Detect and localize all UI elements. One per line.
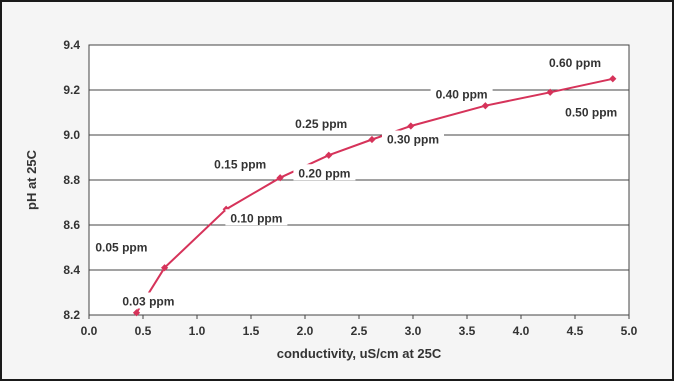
x-tick-label: 2.0 xyxy=(297,324,314,338)
x-tick-label: 3.0 xyxy=(405,324,422,338)
annotation-box xyxy=(290,114,353,131)
data-point xyxy=(325,151,333,159)
data-point xyxy=(546,88,554,96)
annotation-label: 0.15 ppm xyxy=(214,157,266,171)
y-axis-ticks: 8.2 8.4 8.6 8.8 9.0 9.2 9.4 xyxy=(63,38,80,322)
annotation-box xyxy=(209,155,272,172)
y-tick-label: 8.2 xyxy=(63,308,80,322)
y-tick-label: 8.8 xyxy=(63,173,80,187)
x-tick-label: 0.5 xyxy=(135,324,152,338)
annotations: 0.03 ppm 0.05 ppm 0.10 ppm 0.15 ppm 0.20 ppm… xyxy=(90,54,623,309)
y-tick-label: 9.4 xyxy=(63,38,80,52)
annotation-label: 0.60 ppm xyxy=(549,56,601,70)
y-tick-label: 8.4 xyxy=(63,263,80,277)
annotation-label: 0.03 ppm xyxy=(122,295,174,309)
y-axis-title: pH at 25C xyxy=(24,149,39,210)
annotation-label: 0.10 ppm xyxy=(230,211,282,225)
annotation-box xyxy=(117,292,180,309)
series-group xyxy=(132,75,617,317)
data-point xyxy=(132,309,141,317)
data-point xyxy=(481,102,489,110)
x-tick-label: 3.5 xyxy=(459,324,476,338)
annotation-label: 0.25 ppm xyxy=(295,117,347,131)
annotation-label: 0.40 ppm xyxy=(436,88,488,102)
y-tick-label: 9.2 xyxy=(63,83,80,97)
grid xyxy=(89,44,629,316)
data-point xyxy=(276,174,284,182)
annotation-box xyxy=(90,238,153,255)
x-tick-label: 1.0 xyxy=(189,324,206,338)
x-axis-ticks: 0.0 0.5 1.0 1.5 2.0 2.5 3.0 3.5 4.0 4.5 5.0 xyxy=(81,315,638,338)
annotation-box xyxy=(382,130,444,147)
x-tick-label: 4.5 xyxy=(567,324,584,338)
x-tick-label: 5.0 xyxy=(621,324,638,338)
annotation-label: 0.50 ppm xyxy=(565,106,617,120)
data-point xyxy=(368,135,376,144)
annotation-box xyxy=(560,103,623,120)
data-point xyxy=(407,122,415,130)
annotation-box xyxy=(293,164,356,181)
x-tick-label: 1.5 xyxy=(243,324,260,338)
x-tick-label: 4.0 xyxy=(513,324,530,338)
data-point xyxy=(161,264,169,272)
x-tick-label: 0.0 xyxy=(81,324,98,338)
y-tick-label: 9.0 xyxy=(63,128,80,142)
annotation-label: 0.30 ppm xyxy=(387,133,439,147)
x-axis-title: conductivity, uS/cm at 25C xyxy=(277,346,442,361)
annotation-box xyxy=(430,85,493,102)
x-tick-label: 2.5 xyxy=(351,324,368,338)
annotation-box xyxy=(225,209,288,226)
annotation-label: 0.05 ppm xyxy=(95,241,147,255)
y-tick-label: 8.6 xyxy=(63,218,80,232)
data-point xyxy=(609,75,617,83)
annotation-label: 0.20 ppm xyxy=(298,166,350,180)
annotation-box xyxy=(544,54,606,70)
series-line xyxy=(135,77,614,314)
